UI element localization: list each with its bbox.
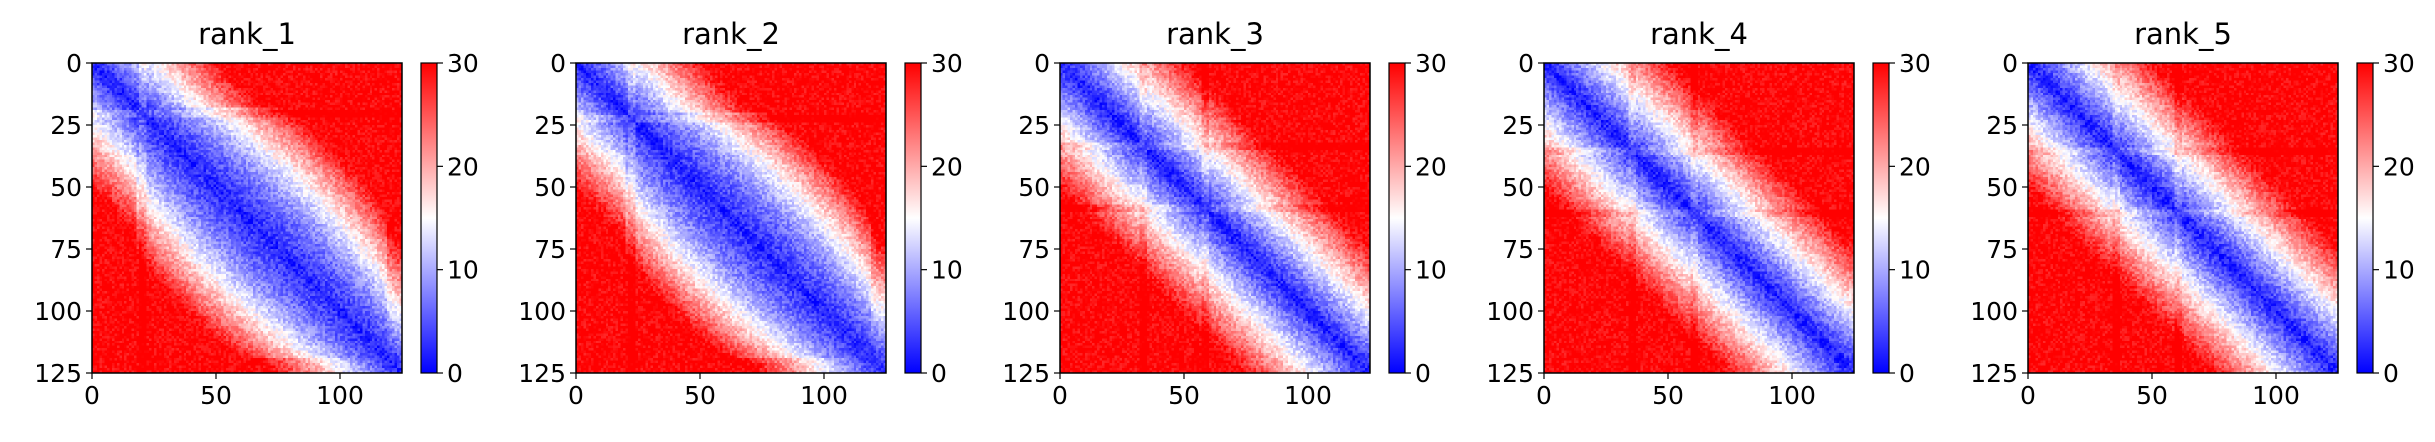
colorbar-tick-label: 0 [2383,359,2399,388]
colorbar-tick-label: 0 [931,359,947,388]
colorbar-tick-label: 20 [931,152,963,181]
y-tick-label: 50 [1502,173,1534,202]
y-tick-label: 75 [1502,235,1534,264]
y-tick-label: 75 [1986,235,2018,264]
x-tick-label: 0 [568,381,584,410]
plot-frame [1059,62,1371,374]
y-tick-label: 125 [1486,359,1534,388]
panel-title: rank_1 [198,17,296,51]
panel-title: rank_4 [1650,17,1748,51]
plot-frame [2027,62,2339,374]
y-tick-label: 0 [550,49,566,78]
colorbar-tick-label: 30 [447,49,479,78]
colorbar-tick-label: 0 [1899,359,1915,388]
colorbar-tick-label: 30 [1899,49,1931,78]
x-tick-label: 50 [1168,381,1200,410]
colorbar-tick-label: 20 [2383,152,2415,181]
colorbar-tick-label: 10 [2383,256,2415,285]
heatmap-image [1544,63,1854,373]
y-tick-label: 25 [534,111,566,140]
y-tick-label: 25 [50,111,82,140]
y-tick-label: 75 [1018,235,1050,264]
y-tick-label: 125 [1002,359,1050,388]
plot-frame [575,62,887,374]
y-tick-label: 25 [1018,111,1050,140]
x-tick-label: 100 [1768,381,1816,410]
y-tick-label: 0 [1518,49,1534,78]
colorbar [420,62,438,374]
y-tick-label: 25 [1502,111,1534,140]
x-tick-label: 50 [684,381,716,410]
x-tick-label: 50 [1652,381,1684,410]
y-tick-label: 75 [50,235,82,264]
y-tick-label: 100 [1002,297,1050,326]
heatmap-image [576,63,886,373]
y-tick-label: 125 [518,359,566,388]
y-tick-label: 125 [1970,359,2018,388]
colorbar [2356,62,2374,374]
heatmap-image [92,63,402,373]
colorbar-tick-label: 30 [1415,49,1447,78]
x-tick-label: 50 [2136,381,2168,410]
y-tick-label: 125 [34,359,82,388]
colorbar-tick-label: 20 [1415,152,1447,181]
colorbar [1872,62,1890,374]
y-tick-label: 100 [1970,297,2018,326]
colorbar-tick-label: 10 [1415,256,1447,285]
y-tick-label: 0 [1034,49,1050,78]
colorbar-tick-label: 30 [2383,49,2415,78]
y-tick-label: 100 [34,297,82,326]
colorbar-tick-label: 20 [1899,152,1931,181]
panel-title: rank_2 [682,17,780,51]
colorbar-tick-label: 0 [1415,359,1431,388]
colorbar [1388,62,1406,374]
colorbar-tick-label: 10 [447,256,479,285]
panel-title: rank_3 [1166,17,1264,51]
y-tick-label: 75 [534,235,566,264]
x-tick-label: 50 [200,381,232,410]
y-tick-label: 25 [1986,111,2018,140]
x-tick-label: 100 [316,381,364,410]
heatmap-image [2028,63,2338,373]
colorbar-tick-label: 20 [447,152,479,181]
x-tick-label: 100 [2252,381,2300,410]
plot-frame [1543,62,1855,374]
x-tick-label: 0 [2020,381,2036,410]
colorbar-tick-label: 30 [931,49,963,78]
x-tick-label: 100 [800,381,848,410]
colorbar-tick-label: 0 [447,359,463,388]
y-tick-label: 50 [534,173,566,202]
y-tick-label: 50 [50,173,82,202]
y-tick-label: 0 [66,49,82,78]
plot-frame [91,62,403,374]
panel-title: rank_5 [2134,17,2232,51]
colorbar [904,62,922,374]
x-tick-label: 0 [84,381,100,410]
x-tick-label: 100 [1284,381,1332,410]
heatmap-image [1060,63,1370,373]
y-tick-label: 50 [1986,173,2018,202]
y-tick-label: 50 [1018,173,1050,202]
colorbar-tick-label: 10 [931,256,963,285]
y-tick-label: 0 [2002,49,2018,78]
x-tick-label: 0 [1536,381,1552,410]
colorbar-tick-label: 10 [1899,256,1931,285]
y-tick-label: 100 [1486,297,1534,326]
y-tick-label: 100 [518,297,566,326]
x-tick-label: 0 [1052,381,1068,410]
